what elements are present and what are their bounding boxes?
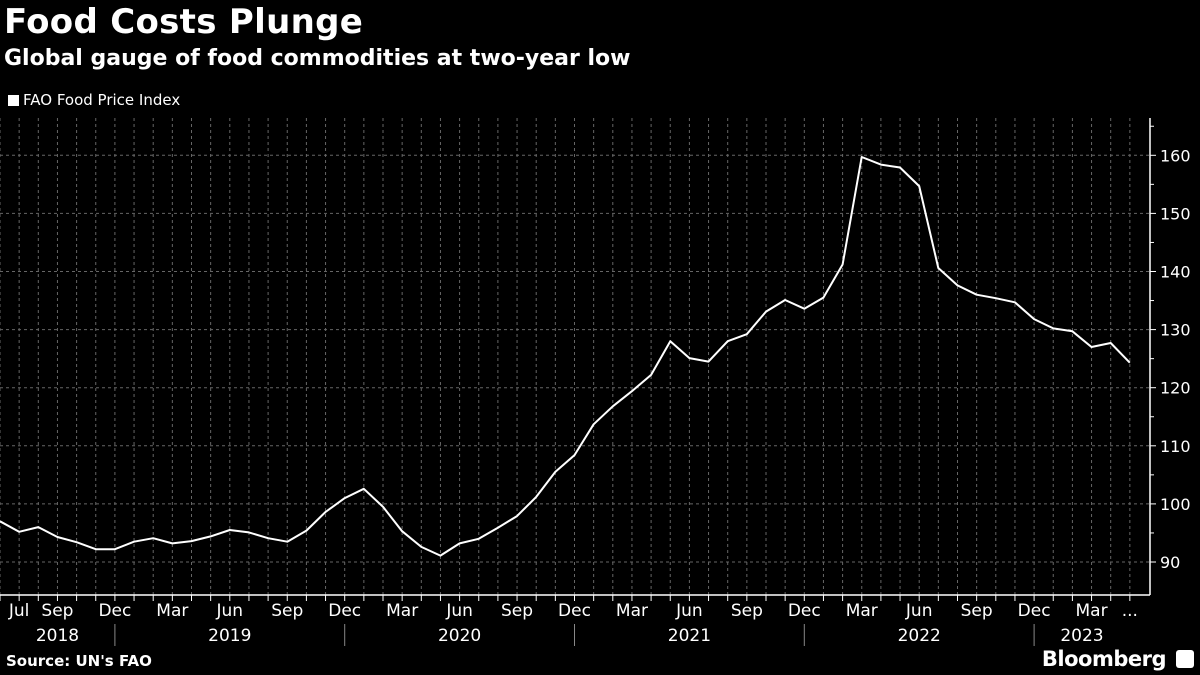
x-tick-label: Jul xyxy=(8,601,30,621)
x-tick-label: Sep xyxy=(271,601,303,621)
legend-label: FAO Food Price Index xyxy=(23,91,181,109)
y-tick-label: 90 xyxy=(1160,553,1180,572)
x-year-label: 2018 xyxy=(36,626,79,646)
y-tick-label: 100 xyxy=(1160,495,1191,514)
x-tick-label: Sep xyxy=(961,601,993,621)
x-year-label: 2021 xyxy=(668,626,711,646)
x-tick-label: Dec xyxy=(558,601,591,621)
x-year-label: 2023 xyxy=(1060,626,1103,646)
x-tick-label: Mar xyxy=(616,601,648,621)
x-tick-label: Sep xyxy=(731,601,763,621)
x-year-label: 2020 xyxy=(438,626,481,646)
y-tick-label: 140 xyxy=(1160,263,1191,282)
legend: FAO Food Price Index xyxy=(8,91,180,109)
chart-subtitle: Global gauge of food commodities at two-… xyxy=(4,46,631,71)
y-tick-label: 150 xyxy=(1160,204,1191,223)
x-tick-label: Jun xyxy=(905,601,933,621)
bloomberg-logo: Bloomberg xyxy=(1041,647,1167,671)
x-tick-label: Dec xyxy=(98,601,131,621)
x-tick-label: Jun xyxy=(675,601,703,621)
x-tick-label: Jun xyxy=(216,601,244,621)
x-tick-label: Dec xyxy=(788,601,821,621)
y-tick-label: 120 xyxy=(1160,379,1191,398)
y-tick-label: 160 xyxy=(1160,146,1191,165)
y-tick-label: 110 xyxy=(1160,437,1191,456)
source-note: Source: UN's FAO xyxy=(6,652,152,670)
x-tick-label: ... xyxy=(1122,601,1138,621)
x-tick-label: Dec xyxy=(1018,601,1051,621)
x-tick-label: Mar xyxy=(846,601,878,621)
y-tick-label: 130 xyxy=(1160,321,1191,340)
x-tick-label: Dec xyxy=(328,601,361,621)
legend-swatch xyxy=(8,94,19,106)
x-tick-label: Mar xyxy=(386,601,418,621)
chart-title: Food Costs Plunge xyxy=(4,2,364,42)
series-line xyxy=(0,156,1131,557)
x-tick-label: Mar xyxy=(1076,601,1108,621)
x-year-label: 2019 xyxy=(208,626,251,646)
bloomberg-chart-icon xyxy=(1176,650,1194,668)
x-year-label: 2022 xyxy=(898,626,941,646)
x-tick-label: Sep xyxy=(41,601,73,621)
x-tick-label: Sep xyxy=(501,601,533,621)
x-tick-label: Jun xyxy=(445,601,473,621)
x-tick-label: Mar xyxy=(156,601,188,621)
